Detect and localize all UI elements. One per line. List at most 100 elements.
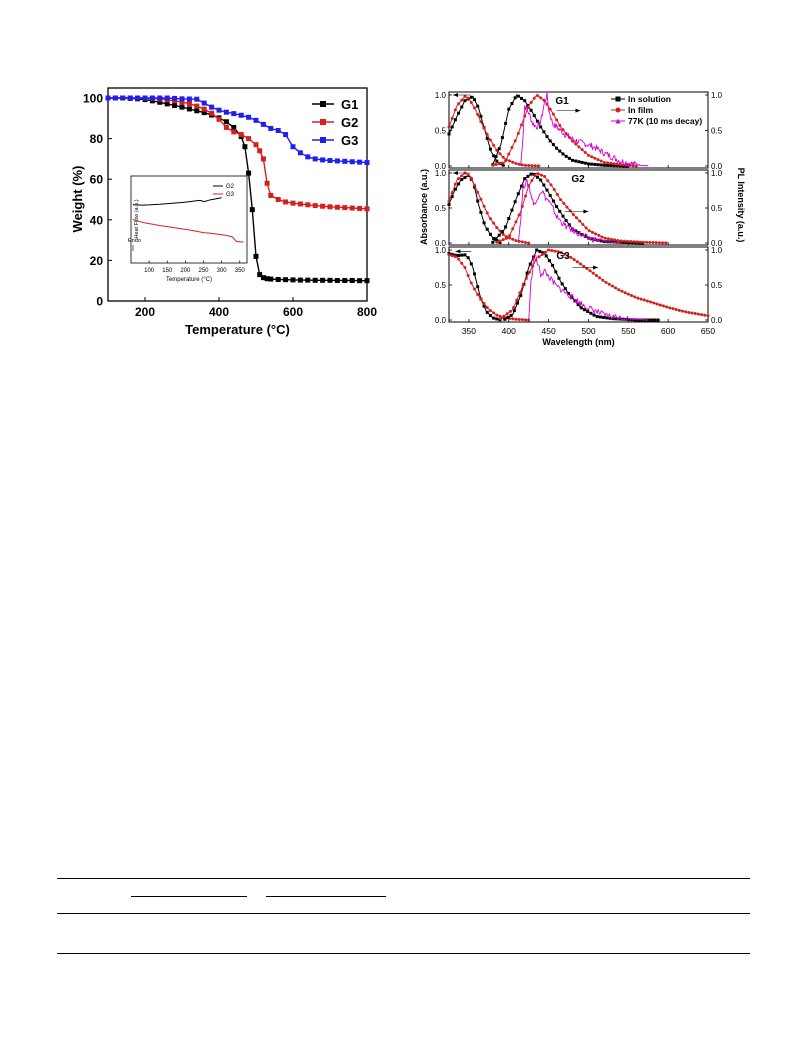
- pl-solution-G1-point: [590, 162, 594, 166]
- spectra-left-y-tick-label: 1.0: [435, 246, 447, 255]
- tga-data-point-G1: [297, 277, 303, 283]
- pl-film-G3-point: [518, 291, 522, 295]
- abs-film-G1-point: [447, 125, 451, 129]
- pl-film-G1-point: [577, 145, 581, 149]
- spectra-arrow-head-G1: [452, 93, 458, 97]
- pl-film-G3-point: [649, 300, 653, 304]
- tga-data-point-G1: [253, 253, 259, 259]
- abs-film-G2-point: [492, 221, 496, 225]
- abs-film-G1-point: [463, 94, 467, 98]
- pl-film-G2-point: [536, 172, 540, 176]
- abs-film-G1-point: [485, 132, 489, 136]
- pl-film-G1-point: [500, 161, 504, 165]
- tga-data-point-G2: [179, 99, 185, 105]
- tga-data-point-G3: [283, 132, 289, 138]
- tga-legend-marker-G3: [320, 137, 326, 143]
- abs-film-G3-point: [479, 297, 483, 301]
- table-bottom-rule: [57, 953, 750, 954]
- tga-data-point-G1: [172, 103, 178, 109]
- abs-film-G1-point: [492, 143, 496, 147]
- spectra-left-y-tick-label: 1.0: [435, 169, 447, 178]
- abs-film-G1-point: [473, 106, 477, 110]
- pl-film-G3-point: [543, 250, 547, 254]
- pl-solution-G2-point: [564, 219, 568, 223]
- pl-solution-G3-point: [656, 318, 660, 322]
- tga-data-point-G3: [305, 154, 311, 160]
- abs-film-G2-point: [524, 240, 528, 244]
- pl-solution-G2-point: [571, 227, 575, 231]
- pl-solution-G3-point: [503, 317, 507, 321]
- spectra-x-tick-label: 350: [462, 326, 476, 336]
- tga-data-point-G2: [320, 203, 326, 209]
- inset-y-axis-label: Heat Flow (a.u.): [134, 199, 140, 238]
- abs-film-G3-point: [495, 313, 499, 317]
- abs-film-G2-point: [466, 173, 470, 177]
- pl-solution-G2-point: [577, 231, 581, 235]
- abs-film-G2-point: [453, 182, 457, 186]
- pl-solution-G2-point: [504, 225, 508, 229]
- tga-data-point-G3: [120, 95, 126, 101]
- abs-solution-G1-point: [501, 163, 505, 167]
- tga-data-point-G2: [342, 205, 348, 211]
- tga-y-tick-label: 100: [83, 92, 103, 106]
- abs-film-G2-point: [485, 211, 489, 215]
- pl-film-G1-point: [599, 159, 603, 163]
- pl-film-G2-point: [603, 236, 607, 240]
- abs-solution-G1-point: [460, 105, 464, 109]
- pl-solution-G2: [492, 172, 645, 244]
- tga-legend-label-G3: G3: [341, 133, 358, 148]
- pl-film-G3-point: [690, 311, 694, 315]
- tga-data-point-G1: [305, 277, 311, 283]
- pl-solution-G1-point: [602, 163, 606, 167]
- abs-solution-G2-point: [482, 221, 486, 225]
- pl-77k-G2: [517, 178, 621, 244]
- tga-data-point-G1: [283, 277, 289, 283]
- pl-film-G3-point: [527, 270, 531, 274]
- tga-y-tick-label: 40: [90, 213, 104, 227]
- pl-film-G3-point: [607, 282, 611, 286]
- abs-solution-G2-point: [453, 187, 457, 191]
- abs-solution-G1-point: [453, 118, 457, 122]
- abs-film-G1-point: [450, 116, 454, 120]
- abs-film-G1-point: [469, 101, 473, 105]
- tga-data-point-G3: [157, 95, 163, 101]
- abs-film-G2-point: [473, 183, 477, 187]
- abs-film-G3-point: [524, 318, 528, 322]
- abs-film-G1-point: [466, 96, 470, 100]
- tga-y-axis-label: Weight (%): [70, 166, 85, 233]
- tga-data-point-G1: [334, 277, 340, 283]
- pl-film-G2-point: [575, 216, 579, 220]
- pl-film-G2-point: [543, 175, 547, 178]
- pl-film-G3-point: [655, 302, 659, 306]
- pl-solution-G3-point: [614, 317, 618, 321]
- pl-solution-G1-point: [494, 155, 498, 159]
- tga-data-point-G3: [320, 157, 326, 163]
- spectra-right-y-tick-label: 0.0: [711, 239, 723, 248]
- spectra-right-y-tick-label: 1.0: [711, 91, 723, 100]
- pl-film-G2-point: [613, 238, 617, 242]
- pl-film-G2-point: [661, 241, 665, 245]
- pl-solution-G3-point: [608, 316, 612, 320]
- pl-film-G1-point: [593, 156, 597, 160]
- pl-solution-G2-point: [558, 209, 562, 213]
- abs-film-G1-point: [520, 163, 524, 167]
- pl-film-G1-point: [539, 96, 543, 100]
- pl-solution-G2-point: [500, 230, 504, 234]
- pl-solution-G1-point: [507, 107, 511, 111]
- tga-data-point-G1: [223, 119, 229, 125]
- pl-solution-G2-point: [497, 233, 501, 237]
- pl-solution-G2-point: [561, 214, 565, 218]
- pl-film-G2-point: [501, 238, 505, 242]
- tga-data-point-G3: [209, 104, 215, 110]
- pl-solution-G1-point: [539, 125, 543, 129]
- spectra-right-y-tick-label: 0.5: [711, 127, 723, 136]
- pl-solution-G3-point: [554, 270, 558, 274]
- abs-solution-G3-point: [488, 314, 492, 318]
- pl-film-G1-point: [561, 128, 565, 132]
- pl-film-G3-point: [674, 308, 678, 311]
- pl-film-G3-point: [601, 278, 605, 282]
- abs-solution-G2-point: [447, 203, 451, 206]
- abs-film-G2-point: [488, 217, 492, 221]
- tga-data-point-G1: [268, 276, 274, 282]
- tga-data-point-G2: [238, 132, 244, 138]
